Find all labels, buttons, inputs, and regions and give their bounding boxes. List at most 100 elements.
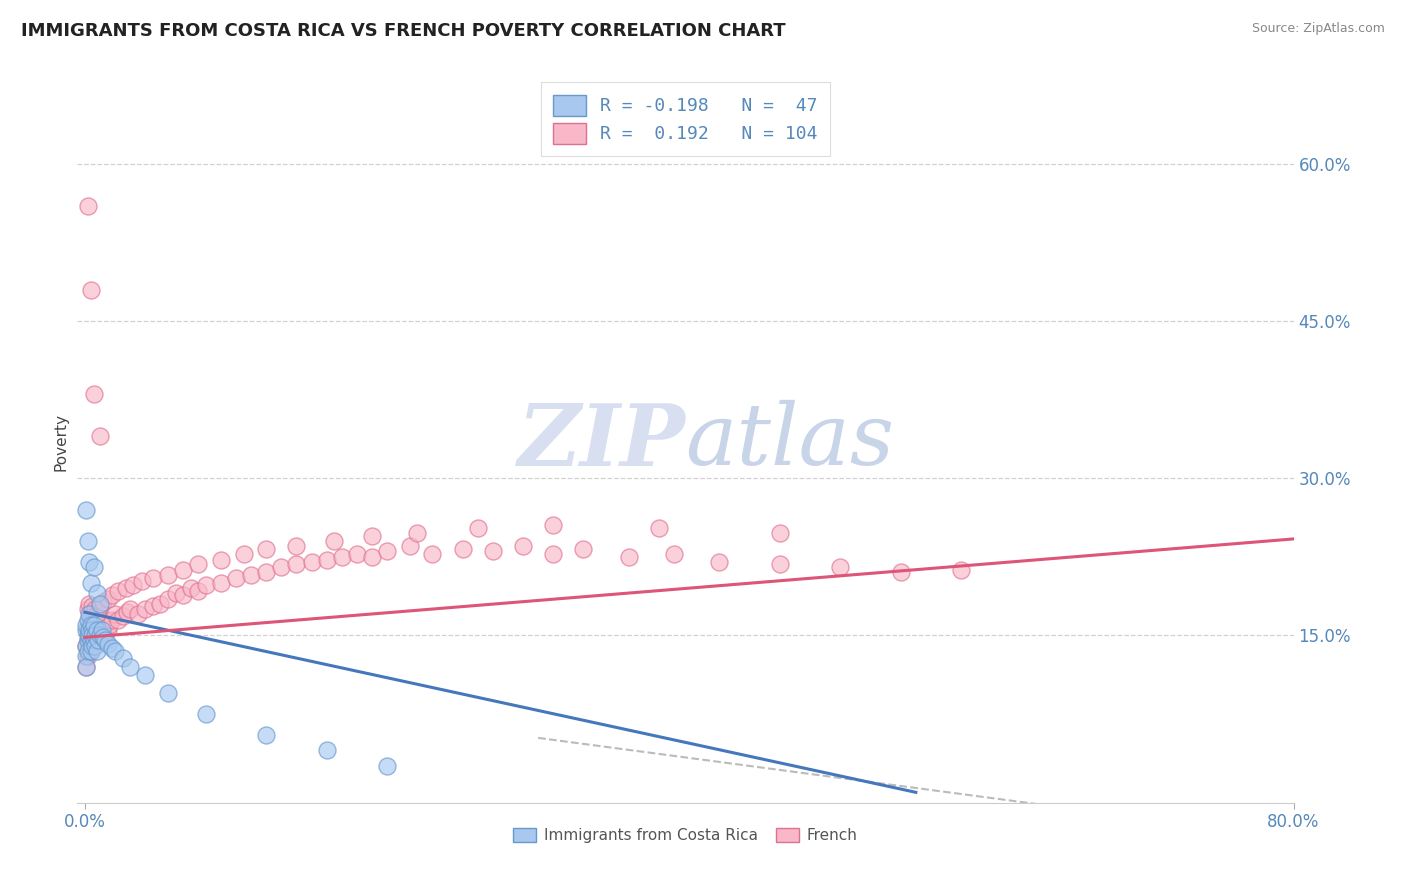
Point <box>467 521 489 535</box>
Point <box>346 547 368 561</box>
Point <box>79 628 101 642</box>
Point <box>83 609 105 624</box>
Point <box>111 609 134 624</box>
Point <box>890 566 912 580</box>
Point <box>270 560 292 574</box>
Point <box>375 759 398 773</box>
Point <box>361 529 384 543</box>
Point <box>91 631 114 645</box>
Point <box>122 578 145 592</box>
Point <box>86 607 108 622</box>
Point <box>830 560 852 574</box>
Point <box>156 567 179 582</box>
Point <box>114 581 136 595</box>
Point <box>93 617 115 632</box>
Point <box>84 639 107 653</box>
Point <box>127 607 149 622</box>
Point <box>451 542 474 557</box>
Point <box>75 659 97 673</box>
Point <box>301 555 323 569</box>
Point <box>172 589 194 603</box>
Point <box>572 542 595 557</box>
Point <box>79 639 101 653</box>
Point <box>86 633 108 648</box>
Point <box>75 659 97 673</box>
Point <box>77 199 100 213</box>
Point <box>315 553 337 567</box>
Point <box>75 639 97 653</box>
Point <box>134 602 156 616</box>
Point <box>80 575 103 590</box>
Point <box>90 623 112 637</box>
Point <box>172 563 194 577</box>
Point <box>481 544 503 558</box>
Point <box>240 567 263 582</box>
Point <box>83 623 105 637</box>
Text: IMMIGRANTS FROM COSTA RICA VS FRENCH POVERTY CORRELATION CHART: IMMIGRANTS FROM COSTA RICA VS FRENCH POV… <box>21 22 786 40</box>
Point <box>82 628 104 642</box>
Point <box>86 613 108 627</box>
Point <box>398 539 420 553</box>
Point <box>89 429 111 443</box>
Point <box>89 597 111 611</box>
Text: Source: ZipAtlas.com: Source: ZipAtlas.com <box>1251 22 1385 36</box>
Point <box>209 553 232 567</box>
Point <box>769 525 792 540</box>
Point <box>84 628 107 642</box>
Point <box>101 589 124 603</box>
Point <box>142 571 165 585</box>
Point <box>77 623 100 637</box>
Point <box>79 623 101 637</box>
Point <box>254 728 277 742</box>
Point <box>79 617 101 632</box>
Point <box>80 623 103 637</box>
Point <box>77 628 100 642</box>
Point <box>75 649 97 664</box>
Point <box>96 623 118 637</box>
Point <box>89 599 111 613</box>
Point <box>285 539 308 553</box>
Point <box>86 644 108 658</box>
Point <box>91 595 114 609</box>
Point <box>77 644 100 658</box>
Point <box>79 628 101 642</box>
Point <box>77 649 100 664</box>
Point <box>80 644 103 658</box>
Point <box>101 640 124 655</box>
Point <box>323 534 346 549</box>
Point <box>80 283 103 297</box>
Point <box>142 599 165 613</box>
Point <box>156 591 179 606</box>
Text: ZIP: ZIP <box>517 400 686 483</box>
Point <box>83 617 105 632</box>
Point <box>194 578 217 592</box>
Point <box>79 607 101 622</box>
Point <box>75 617 97 632</box>
Point <box>104 607 127 622</box>
Point <box>709 555 731 569</box>
Point <box>83 639 105 653</box>
Point <box>361 549 384 564</box>
Point <box>96 637 118 651</box>
Point <box>79 597 101 611</box>
Point <box>375 544 398 558</box>
Point <box>77 633 100 648</box>
Point <box>83 560 105 574</box>
Point <box>77 613 100 627</box>
Point <box>82 639 104 653</box>
Legend: Immigrants from Costa Rica, French: Immigrants from Costa Rica, French <box>508 822 863 849</box>
Point <box>86 586 108 600</box>
Point <box>75 502 97 516</box>
Point <box>315 743 337 757</box>
Point <box>950 563 973 577</box>
Point <box>149 597 172 611</box>
Point <box>84 602 107 616</box>
Point <box>77 602 100 616</box>
Point <box>104 644 127 658</box>
Point <box>84 617 107 632</box>
Point <box>98 617 121 632</box>
Point <box>83 387 105 401</box>
Point <box>75 623 97 637</box>
Point <box>82 613 104 627</box>
Point <box>80 617 103 632</box>
